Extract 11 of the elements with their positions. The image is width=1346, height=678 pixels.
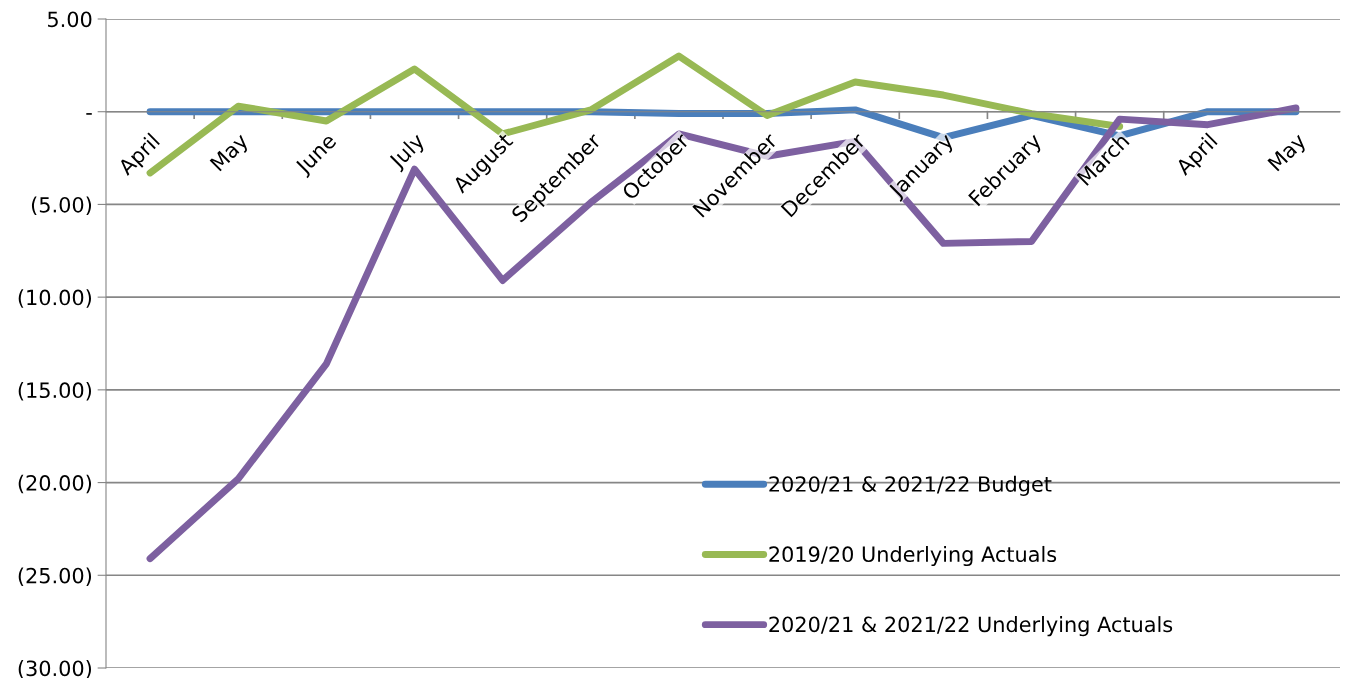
legend-label: 2020/21 & 2021/22 Budget [769, 475, 1052, 496]
y-tick-label: (30.00) [18, 660, 92, 678]
y-tick-label: (5.00) [31, 196, 92, 216]
y-tick-label: (10.00) [18, 289, 92, 308]
y-tick-label: (20.00) [18, 474, 92, 494]
y-tick-label: (25.00) [18, 567, 92, 586]
legend-label: 2019/20 Underlying Actuals [769, 545, 1057, 567]
legend-label: 2020/21 & 2021/22 Underlying Actuals [769, 616, 1173, 637]
y-tick-label: - [86, 113, 92, 115]
y-tick-label: 5.00 [48, 11, 92, 28]
y-tick-label: (15.00) [18, 381, 92, 401]
